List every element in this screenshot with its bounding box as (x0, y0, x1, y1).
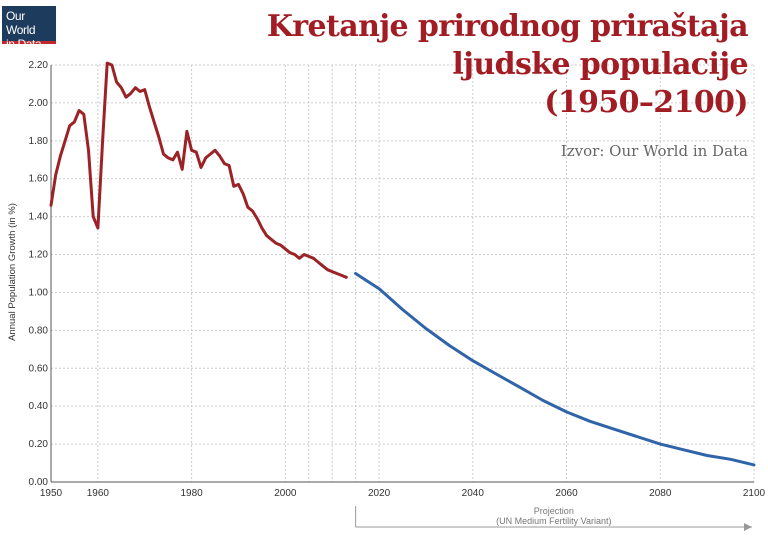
title-line-3: (1950–2100) (544, 85, 748, 120)
x-tick-label: 2100 (743, 488, 766, 499)
x-tick-label: 1980 (180, 488, 203, 499)
y-tick-label: 2.20 (29, 60, 49, 71)
chart-title: Kretanje prirodnog priraštaja ljudske po… (228, 8, 749, 122)
annotation-text-line-2: (UN Medium Fertility Variant) (496, 516, 611, 526)
x-tick-label: 2020 (368, 488, 391, 499)
x-tick-label: 2000 (274, 488, 297, 499)
logo-line-1: Our World (6, 9, 36, 37)
title-line-1: Kretanje prirodnog priraštaja (266, 9, 749, 44)
series-lines (49, 61, 756, 467)
y-tick-label: 1.40 (29, 212, 49, 223)
y-tick-label: 1.60 (29, 174, 49, 185)
x-tick-label: 2040 (462, 488, 485, 499)
tick-labels: 0.00 0.20 0.40 0.60 0.80 1.00 1.20 1.40 1.60 1.80… (29, 60, 766, 499)
annotation-arrow-head (744, 523, 752, 531)
series-line-projection (354, 272, 756, 467)
y-tick-label: 0.60 (29, 363, 49, 374)
y-tick-label: 0.00 (29, 477, 49, 488)
logo-line-2: in Data (6, 37, 42, 51)
annotation-text-line-1: Projection (534, 506, 574, 516)
y-tick-label: 0.40 (29, 401, 49, 412)
x-tick-label: 1960 (87, 488, 110, 499)
x-tick-label: 1950 (40, 488, 63, 499)
y-tick-label: 0.20 (29, 439, 49, 450)
x-tick-label: 2080 (649, 488, 672, 499)
projection-annotation: Projection(UN Medium Fertility Variant) (355, 506, 752, 531)
title-line-2: ljudske populacije (452, 47, 748, 82)
y-axis-label: Annual Population Growth (in %) (7, 203, 18, 341)
owid-logo: Our World in Data (2, 6, 56, 51)
source-note: Izvor: Our World in Data (560, 142, 748, 160)
y-tick-label: 2.00 (29, 98, 49, 109)
grid (51, 64, 755, 482)
y-tick-label: 1.00 (29, 287, 49, 298)
axes (50, 65, 754, 483)
y-tick-label: 1.20 (29, 250, 49, 261)
y-tick-label: 0.80 (29, 325, 49, 336)
y-tick-label: 1.80 (29, 136, 49, 147)
series-line-historical (49, 61, 348, 279)
x-tick-label: 2060 (555, 488, 578, 499)
